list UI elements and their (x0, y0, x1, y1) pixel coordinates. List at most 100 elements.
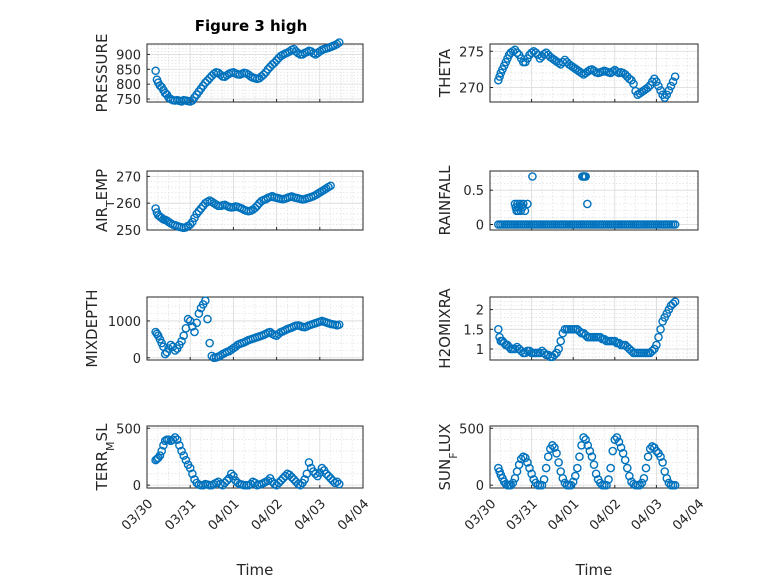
data-point (581, 435, 590, 444)
data-point (508, 478, 518, 488)
data-point (656, 324, 665, 334)
data-point (270, 58, 279, 68)
data-point (639, 474, 649, 483)
data-point (583, 441, 593, 450)
y-tick-label: 270 (116, 170, 141, 185)
axes-frame (146, 170, 364, 231)
data-point (317, 463, 327, 473)
data-point (558, 474, 568, 483)
y-axis-label: THETA (436, 48, 454, 98)
data-point (550, 350, 559, 360)
data-point (263, 64, 273, 74)
data-point (550, 443, 559, 452)
data-point (216, 351, 225, 360)
data-point (157, 446, 166, 456)
data-point (583, 199, 592, 209)
data-point (324, 471, 333, 481)
data-point (670, 480, 680, 490)
data-point (541, 463, 551, 473)
data-point (537, 480, 547, 490)
data-point (670, 220, 680, 229)
data-point (172, 435, 182, 444)
data-point (516, 454, 526, 464)
data-point (521, 453, 530, 463)
data-point (276, 476, 286, 485)
axes-theta: 270 275 THETA (436, 43, 699, 103)
data-point (274, 478, 284, 488)
axes-h2omixra: 1 1.5 2 H2OMIXRA (436, 288, 699, 369)
data-point (528, 172, 537, 181)
data-point (185, 463, 195, 473)
data-point (616, 443, 626, 452)
data-point (179, 331, 189, 340)
data-point (552, 449, 561, 458)
data-point (662, 90, 672, 100)
y-axis-label: PRESSURE (93, 34, 111, 113)
data-point (296, 480, 305, 490)
data-point (177, 446, 186, 456)
data-point (494, 75, 503, 85)
data-point (218, 480, 227, 490)
data-point (201, 78, 210, 87)
data-point (668, 77, 678, 86)
data-point (220, 478, 230, 488)
data-point (175, 441, 184, 450)
data-point (554, 344, 563, 354)
y-tick-label: 850 (116, 63, 141, 78)
data-point (664, 86, 674, 95)
y-tick-label: 500 (116, 422, 141, 437)
data-point (523, 458, 532, 467)
data-point (612, 433, 622, 442)
y-tick-label: 1.5 (463, 323, 484, 338)
data-point (668, 299, 678, 308)
axes-frame (489, 43, 699, 103)
data-point (612, 67, 622, 76)
data-point (326, 181, 335, 191)
data-point (543, 452, 553, 462)
data-point (614, 437, 624, 447)
data-point (201, 296, 210, 305)
data-point (521, 348, 530, 358)
data-point (203, 314, 212, 324)
data-point (643, 452, 653, 462)
axes-frame (489, 296, 699, 361)
y-tick-label: 500 (459, 422, 484, 437)
data-point (568, 477, 578, 487)
data-point (170, 346, 180, 355)
data-point (608, 67, 618, 76)
y-axis-label: RAINFALL (436, 165, 454, 236)
data-point (573, 463, 582, 473)
data-point (194, 309, 204, 318)
y-tick-label: 0 (476, 219, 484, 234)
data-point (166, 340, 176, 350)
figure-title: Figure 3 high (195, 17, 308, 35)
data-point (300, 475, 309, 484)
y-tick-label: 800 (116, 78, 141, 93)
data-point (289, 475, 299, 484)
data-point (585, 446, 595, 456)
data-point (205, 338, 214, 348)
y-tick-label: 0 (133, 352, 141, 367)
data-point (635, 480, 645, 490)
y-axis-label: H2OMIXRA (436, 288, 454, 369)
y-tick-label: 260 (116, 197, 141, 212)
data-point (226, 469, 236, 479)
data-point (662, 474, 672, 483)
y-tick-label: 275 (459, 45, 484, 60)
data-point (334, 479, 344, 489)
data-point (670, 297, 680, 307)
data-point (647, 346, 657, 356)
data-point (203, 76, 212, 85)
data-point (608, 446, 618, 456)
data-point (539, 475, 549, 484)
y-tick-label: 270 (459, 82, 484, 97)
data-point (652, 340, 661, 350)
axes-frame (146, 43, 364, 103)
y-tick-label: 0 (476, 479, 484, 494)
data-point (652, 446, 661, 456)
data-point (151, 455, 160, 465)
data-point (321, 469, 331, 479)
axes-rainfall: 0 0.5 RAINFALL (436, 165, 699, 236)
y-tick-label: 250 (116, 224, 141, 239)
